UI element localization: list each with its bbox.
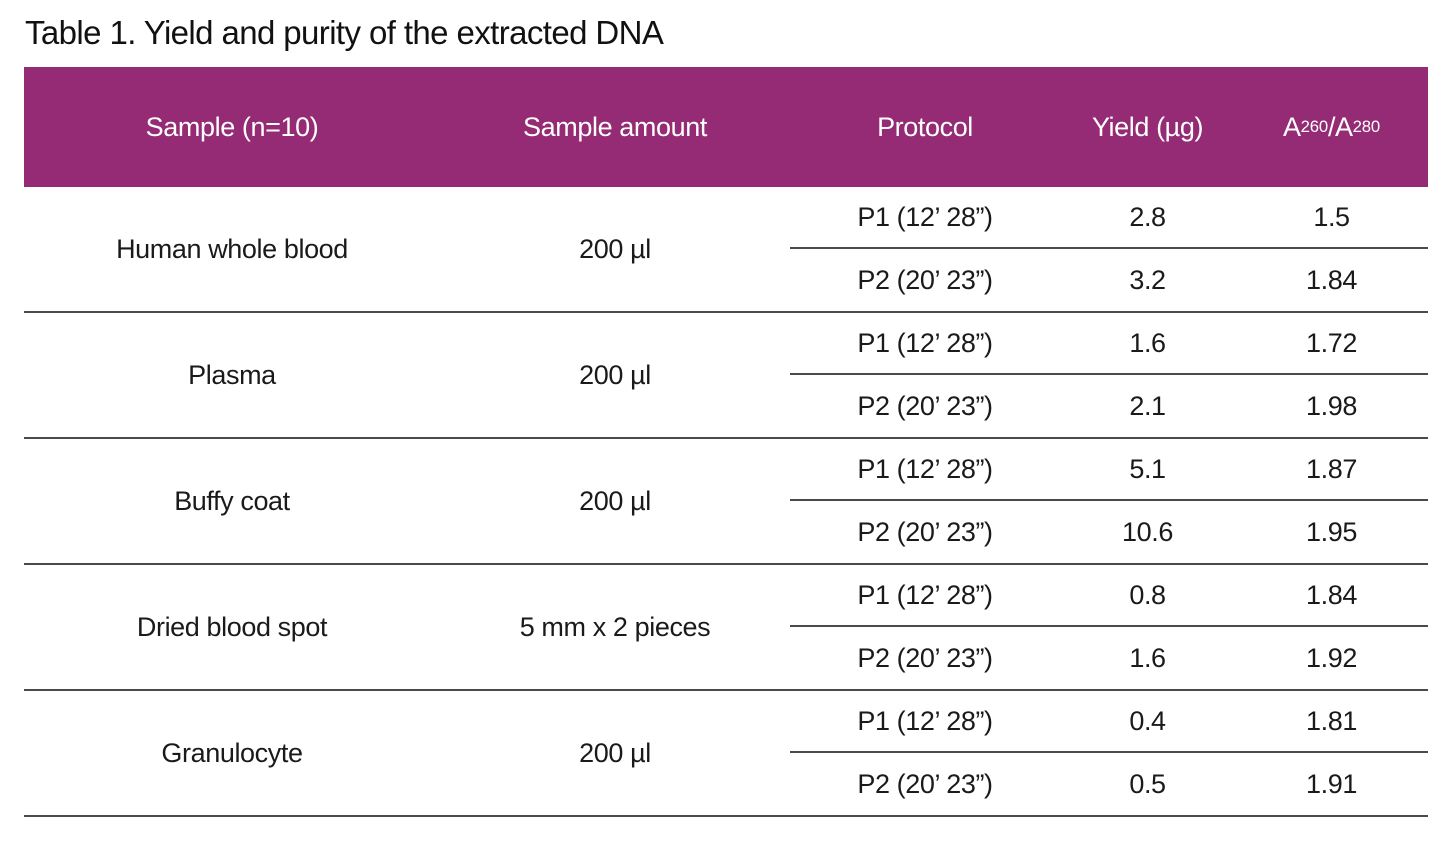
ratio-a280-base: A — [1335, 111, 1353, 142]
table-row-group-dried-blood-spot: Dried blood spot 5 mm x 2 pieces P1 (12’… — [24, 565, 1428, 691]
sample-amount-cell: 200 µl — [579, 233, 651, 264]
ratio-a280-subscript: 280 — [1352, 117, 1381, 136]
yield-cell: 2.8 — [1060, 187, 1235, 249]
protocol-cell: P1 (12’ 28”) — [790, 565, 1060, 627]
dna-yield-table: Sample (n=10) Sample amount Protocol Yie… — [24, 67, 1428, 817]
protocol-cell: P1 (12’ 28”) — [790, 439, 1060, 501]
ratio-cell: 1.84 — [1235, 565, 1428, 627]
ratio-cell: 1.91 — [1306, 768, 1357, 799]
protocol-cell: P1 (12’ 28”) — [790, 187, 1060, 249]
table-header-row: Sample (n=10) Sample amount Protocol Yie… — [24, 67, 1428, 187]
sample-amount-cell: 200 µl — [579, 737, 651, 768]
sample-cell: Dried blood spot — [136, 611, 328, 642]
yield-cell: 2.1 — [1129, 390, 1166, 421]
protocol-cell: P2 (20’ 23”) — [857, 264, 993, 295]
yield-cell: 5.1 — [1060, 439, 1235, 501]
ratio-cell: 1.98 — [1306, 390, 1357, 421]
ratio-cell: 1.95 — [1306, 516, 1357, 547]
yield-cell: 0.5 — [1129, 768, 1166, 799]
ratio-divider: / — [1327, 111, 1336, 142]
table-row-group-plasma: Plasma 200 µl P1 (12’ 28”) 1.6 1.72 P2 (… — [24, 313, 1428, 439]
column-header-absorbance-ratio: A 260/A 280 — [1235, 67, 1428, 187]
yield-cell: 3.2 — [1129, 264, 1166, 295]
protocol-cell: P1 (12’ 28”) — [790, 691, 1060, 753]
ratio-a260-base: A — [1283, 111, 1301, 142]
yield-cell: 10.6 — [1122, 516, 1173, 547]
protocol-cell: P1 (12’ 28”) — [790, 313, 1060, 375]
ratio-cell: 1.87 — [1235, 439, 1428, 501]
table-row-group-buffy-coat: Buffy coat 200 µl P1 (12’ 28”) 5.1 1.87 … — [24, 439, 1428, 565]
ratio-cell: 1.5 — [1235, 187, 1428, 249]
protocol-cell: P2 (20’ 23”) — [857, 516, 993, 547]
protocol-cell: P2 (20’ 23”) — [857, 390, 993, 421]
ratio-cell: 1.84 — [1306, 264, 1357, 295]
sample-cell: Plasma — [188, 359, 276, 390]
sample-cell: Buffy coat — [174, 485, 290, 516]
table-row-group-granulocyte: Granulocyte 200 µl P1 (12’ 28”) 0.4 1.81… — [24, 691, 1428, 817]
table-title: Table 1. Yield and purity of the extract… — [25, 14, 664, 51]
protocol-cell: P2 (20’ 23”) — [857, 642, 993, 673]
protocol-cell: P2 (20’ 23”) — [857, 768, 993, 799]
table-row-group-human-whole-blood: Human whole blood 200 µl P1 (12’ 28”) 2.… — [24, 187, 1428, 313]
sample-cell: Human whole blood — [116, 233, 348, 264]
column-header-sample-amount: Sample amount — [523, 111, 707, 142]
sample-amount-cell: 5 mm x 2 pieces — [519, 611, 711, 642]
ratio-cell: 1.81 — [1235, 691, 1428, 753]
column-header-yield: Yield (µg) — [1091, 111, 1204, 142]
sample-amount-cell: 200 µl — [579, 485, 651, 516]
sample-amount-cell: 200 µl — [579, 359, 651, 390]
column-header-sample: Sample (n=10) — [145, 111, 319, 142]
ratio-cell: 1.72 — [1235, 313, 1428, 375]
ratio-cell: 1.92 — [1306, 642, 1357, 673]
sample-cell: Granulocyte — [161, 737, 303, 768]
column-header-protocol: Protocol — [877, 111, 973, 142]
yield-cell: 0.4 — [1060, 691, 1235, 753]
yield-cell: 1.6 — [1129, 642, 1166, 673]
yield-cell: 1.6 — [1060, 313, 1235, 375]
ratio-a260-subscript: 260 — [1300, 117, 1329, 136]
yield-cell: 0.8 — [1060, 565, 1235, 627]
